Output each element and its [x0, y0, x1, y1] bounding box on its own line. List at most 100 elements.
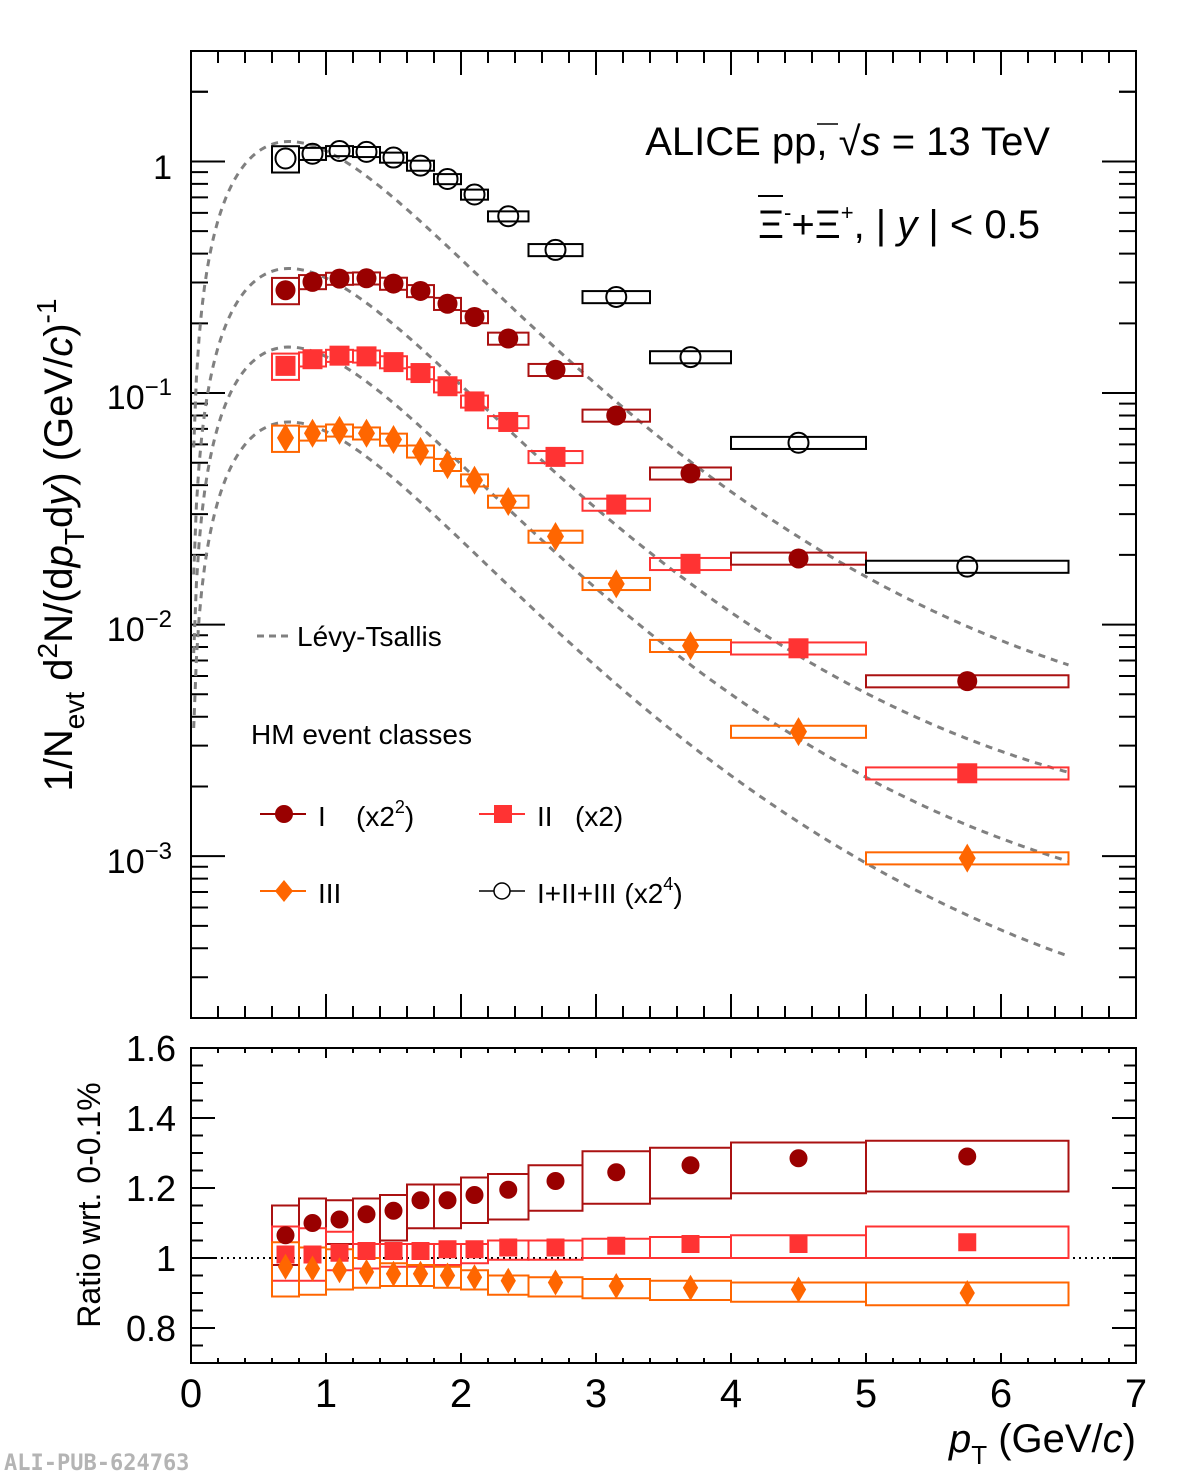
legend-marker-I — [275, 805, 293, 823]
ratio-syst-box-II — [865, 1225, 1070, 1259]
ratio-point-III — [500, 1267, 516, 1294]
data-point-all — [956, 555, 979, 578]
ratio-point-I — [789, 1149, 808, 1168]
data-point-II — [437, 376, 458, 397]
watermark: ALI-PUB-624763 — [4, 1451, 189, 1476]
data-point-II — [498, 411, 519, 432]
ratio-point-I — [499, 1180, 518, 1199]
ratio-point-II — [958, 1233, 977, 1252]
data-point-II — [383, 352, 404, 373]
syst-box-all — [581, 290, 651, 305]
ratio-point-I — [546, 1172, 565, 1190]
legend-label-all: I+II+III (x24) — [537, 874, 683, 909]
data-point-I — [302, 271, 323, 292]
ratio-point-I — [411, 1191, 430, 1210]
ratio-point-III — [331, 1257, 348, 1284]
ratio-point-III — [790, 1276, 807, 1303]
ratio-point-II — [465, 1240, 484, 1259]
data-point-I — [329, 268, 350, 289]
ratio-point-III — [608, 1272, 624, 1300]
data-point-I — [545, 359, 566, 380]
data-point-all — [355, 140, 378, 163]
ratio-plot-frame — [190, 1047, 1137, 1364]
data-point-II — [788, 638, 809, 659]
fit-curve-all — [192, 140, 1069, 667]
ratio-ytick-label: 1.4 — [126, 1098, 176, 1139]
xtick-label: 0 — [180, 1372, 202, 1416]
ratio-point-II — [607, 1236, 626, 1255]
data-point-II — [302, 349, 323, 370]
ratio-point-I — [384, 1201, 403, 1220]
data-point-II — [410, 363, 431, 384]
data-point-II — [329, 345, 350, 366]
ratio-point-II — [411, 1242, 430, 1260]
data-point-III — [499, 487, 517, 517]
legend-entry-III: III — [260, 878, 341, 909]
data-point-II — [464, 391, 485, 412]
data-point-all — [301, 142, 324, 165]
syst-box-all — [406, 159, 435, 172]
ratio-syst-box-I — [865, 1139, 1070, 1193]
xtick-label: 7 — [1125, 1372, 1147, 1416]
data-point-III — [547, 522, 564, 552]
ytick-label-1: 1 — [153, 149, 172, 187]
xtick-label: 5 — [855, 1372, 877, 1416]
ratio-point-II — [499, 1238, 518, 1257]
ratio-point-I — [330, 1210, 349, 1229]
data-point-I — [275, 280, 296, 301]
data-point-I — [437, 293, 458, 314]
ratio-ylabel: Ratio wrt. 0-0.1% — [71, 1082, 107, 1327]
legend-header: HM event classes — [251, 719, 472, 750]
legend-label-II: II — [537, 801, 553, 832]
data-point-all — [544, 238, 567, 261]
ratio-panel: 0.8 1 1.2 1.4 1.6 0 1 2 3 4 5 6 7 Ratio wrt. 0-0.1%… — [71, 1028, 1147, 1470]
ratio-ytick-label: 1.6 — [126, 1028, 176, 1069]
ratio-point-III — [466, 1264, 483, 1291]
legend-marker-all — [493, 882, 511, 900]
data-point-I — [498, 328, 519, 349]
ratio-point-I — [958, 1147, 977, 1166]
ratio-point-III — [439, 1262, 456, 1289]
legend-scale-II: (x2) — [575, 801, 623, 832]
data-point-II — [680, 553, 701, 574]
data-point-II — [957, 763, 978, 784]
data-point-I — [464, 306, 485, 327]
data-point-III — [466, 465, 483, 495]
data-point-all — [463, 183, 486, 206]
legend-scale-I: (x22) — [356, 797, 414, 832]
data-point-II — [606, 494, 627, 515]
ratio-markers — [276, 1147, 977, 1307]
data-point-all — [274, 147, 297, 170]
syst-box-all — [649, 350, 732, 365]
ratio-point-III — [547, 1269, 564, 1296]
ratio-point-III — [959, 1279, 975, 1307]
xtick-labels: 0 1 2 3 4 5 6 7 — [180, 1372, 1147, 1416]
ratio-point-I — [681, 1156, 700, 1175]
xtick-label: 2 — [450, 1372, 472, 1416]
chart-subtitle: Ξ-+Ξ+, | y | < 0.5 — [758, 200, 1040, 247]
data-point-III — [412, 436, 429, 466]
data-point-III — [790, 717, 807, 747]
ratio-point-I — [276, 1226, 295, 1245]
data-point-I — [356, 268, 377, 289]
data-point-III — [607, 569, 625, 599]
ratio-ytick-label: 1.2 — [126, 1168, 176, 1209]
ratio-point-II — [681, 1235, 700, 1253]
ratio-point-III — [277, 1253, 294, 1280]
ratio-point-III — [304, 1255, 321, 1282]
data-point-II — [356, 346, 377, 367]
syst-box-all — [487, 210, 530, 223]
data-point-III — [682, 631, 699, 661]
data-point-all — [679, 346, 702, 369]
ratio-point-II — [546, 1238, 565, 1257]
ratio-point-III — [682, 1274, 699, 1301]
ratio-point-II — [303, 1245, 322, 1264]
data-point-all — [787, 431, 810, 454]
xtick-label: 4 — [720, 1372, 742, 1416]
data-point-III — [958, 843, 976, 873]
data-point-II — [275, 355, 296, 376]
ratio-point-II — [330, 1243, 349, 1262]
ratio-point-II — [789, 1235, 808, 1253]
syst-box-all — [433, 173, 462, 186]
